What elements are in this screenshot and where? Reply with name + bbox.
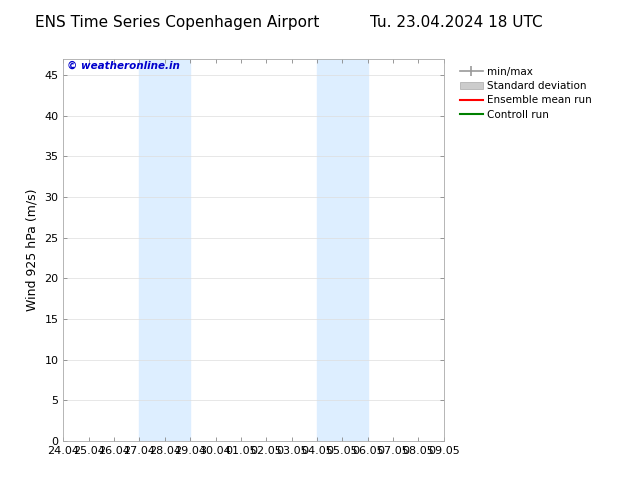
Text: ENS Time Series Copenhagen Airport: ENS Time Series Copenhagen Airport — [36, 15, 320, 30]
Text: Tu. 23.04.2024 18 UTC: Tu. 23.04.2024 18 UTC — [370, 15, 543, 30]
Legend: min/max, Standard deviation, Ensemble mean run, Controll run: min/max, Standard deviation, Ensemble me… — [456, 64, 595, 123]
Bar — [317, 59, 368, 441]
Text: © weatheronline.in: © weatheronline.in — [67, 61, 180, 71]
Y-axis label: Wind 925 hPa (m/s): Wind 925 hPa (m/s) — [26, 189, 39, 311]
Bar — [139, 59, 190, 441]
